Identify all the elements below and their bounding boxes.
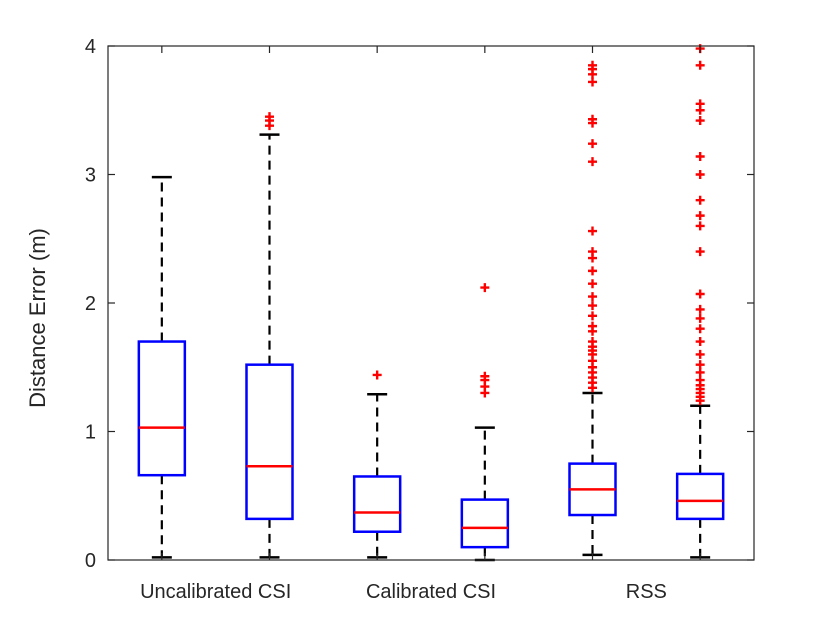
outlier-marker [695, 60, 705, 70]
outlier-marker [695, 289, 705, 299]
outlier-marker [695, 375, 705, 385]
outlier-marker [588, 114, 597, 124]
y-tick-label: 4 [85, 36, 96, 58]
outlier-marker [588, 337, 597, 347]
box-group-6 [675, 44, 725, 559]
outlier-marker [588, 157, 597, 167]
outlier-marker [695, 170, 705, 179]
outlier-marker [695, 313, 705, 323]
outlier-marker [695, 211, 705, 221]
outlier-marker [695, 349, 705, 359]
outlier-marker [480, 283, 490, 293]
outlier-marker [695, 367, 705, 377]
box-group-5 [568, 60, 617, 557]
x-category-label: RSS [626, 581, 667, 603]
outlier-marker [695, 99, 705, 109]
outlier-marker [695, 360, 705, 370]
outlier-marker [695, 221, 705, 231]
outlier-marker [588, 139, 597, 149]
outlier-marker [480, 371, 490, 381]
box-iqr [137, 340, 187, 477]
box-group-1 [137, 175, 187, 559]
outlier-marker [695, 337, 705, 347]
outlier-marker [372, 370, 382, 380]
box-iqr [460, 498, 510, 549]
x-category-label: Calibrated CSI [366, 581, 496, 603]
y-tick-label: 0 [85, 550, 96, 572]
box-iqr [245, 363, 294, 521]
outlier-marker [588, 77, 597, 87]
outlier-marker [588, 301, 597, 311]
outlier-marker [695, 304, 705, 314]
y-tick-label: 3 [85, 165, 96, 187]
box-group-3 [352, 370, 402, 559]
outlier-marker [588, 266, 597, 276]
box-group-2 [245, 112, 294, 559]
outlier-marker [588, 226, 597, 236]
box-iqr [352, 475, 402, 533]
outlier-marker [588, 247, 597, 257]
outlier-marker [695, 152, 705, 162]
outlier-marker [588, 279, 597, 289]
box-group-4 [460, 283, 510, 562]
outlier-marker [695, 324, 705, 334]
box-iqr [675, 472, 725, 521]
y-tick-label: 1 [85, 422, 96, 444]
axes-layer: 0 1 2 3 4 Uncalibrated CSI Calibrated CSI RSS [85, 36, 755, 603]
outlier-marker [695, 247, 705, 257]
outlier-marker [588, 311, 597, 321]
outlier-marker [265, 112, 274, 122]
x-category-label: Uncalibrated CSI [140, 581, 291, 603]
outlier-marker [588, 60, 597, 70]
plot-layer [137, 44, 725, 562]
outlier-marker [588, 292, 597, 302]
y-axis-label: Distance Error (m) [25, 228, 50, 408]
outlier-marker [695, 116, 705, 126]
outlier-marker [695, 195, 705, 205]
y-tick-label: 2 [85, 293, 96, 315]
outlier-marker [588, 321, 597, 331]
